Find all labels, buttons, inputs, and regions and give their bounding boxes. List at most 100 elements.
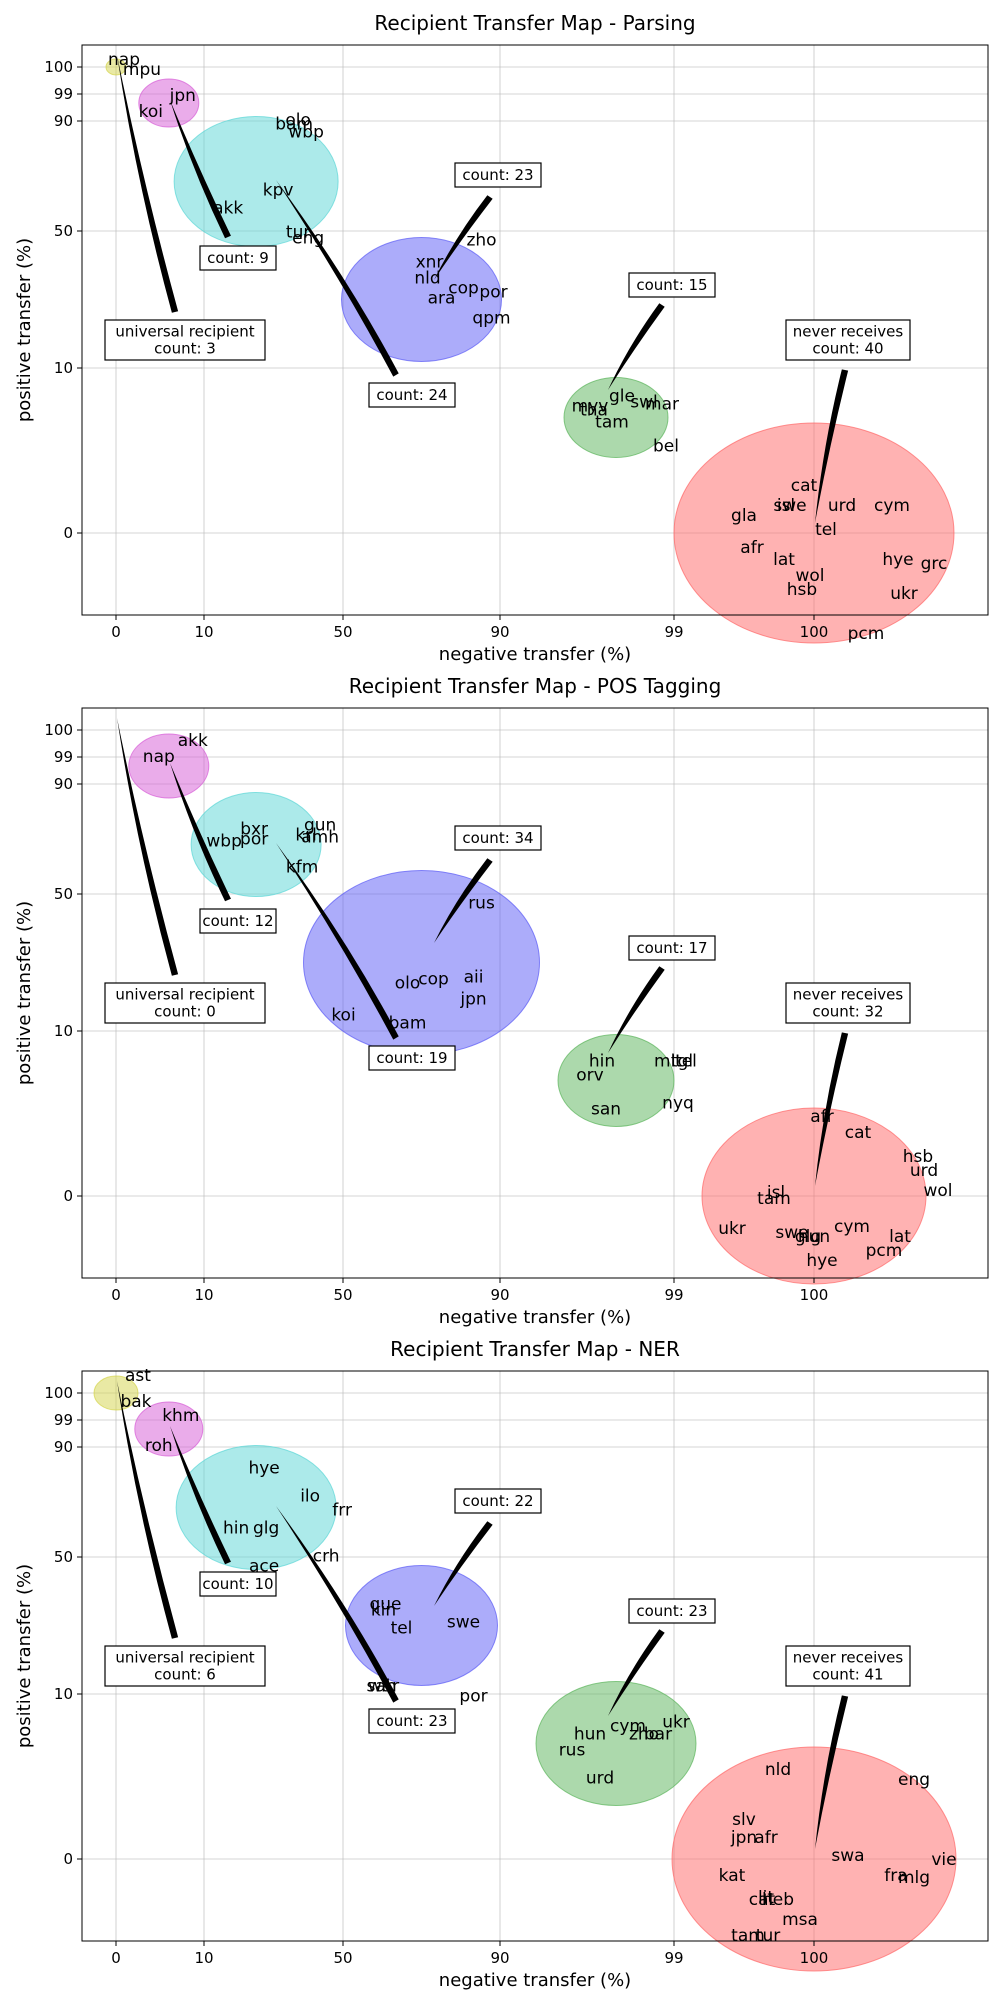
annotation-text: count: 24 [376,386,447,404]
language-label: roh [145,1436,173,1456]
language-label: cat [749,1890,776,1910]
x-tick-label-3: 90 [490,1949,509,1967]
language-label: cym [610,1717,646,1737]
cluster-ellipse-1 [134,1401,204,1457]
language-label: bam [275,115,313,135]
language-label: vie [931,1850,956,1870]
language-label: olo [395,974,421,994]
x-tick-label-2: 50 [333,1286,352,1304]
language-label: swl [630,393,657,413]
language-label: aii [464,968,484,988]
annotation-text: never receives [793,986,904,1004]
language-label: sah [366,1677,396,1697]
language-label: hsb [787,580,817,600]
annotation-box-5 [785,982,911,1024]
language-label: grc [921,554,948,574]
y-tick-label-3: 50 [54,1548,73,1566]
language-label: akk [178,731,208,751]
language-label: wbp [206,832,242,852]
x-tick-label-2: 50 [333,1949,352,1967]
annotation-box-5 [785,1645,911,1687]
language-labels: napmpukoijpnakkkpvturengolobamwbpxnrnlda… [108,50,947,644]
language-label: san [591,1100,621,1120]
y-tick-label-1: 99 [54,1411,73,1429]
language-label: jpn [459,990,486,1010]
language-label: xnr [416,253,444,273]
annotation-text: count: 23 [462,166,533,184]
language-label: khm [162,1406,199,1426]
language-label: eng [292,229,324,249]
y-tick-label-0: 100 [44,721,73,739]
language-label: hin [223,1519,249,1539]
annotation-text: count: 17 [636,939,707,957]
annotation-box-1 [199,245,277,271]
language-label: bar [644,1725,672,1745]
cluster-ellipse-5 [671,1746,957,1972]
annotation-box-1 [199,1571,277,1597]
annotation-arrow-1 [170,100,231,239]
annotation-box-0 [104,982,266,1024]
y-tick-label-4: 10 [54,1685,73,1703]
y-tick-label-4: 10 [54,359,73,377]
annotation-text: count: 40 [812,340,883,358]
language-label: cop [448,279,479,299]
chart-title: Recipient Transfer Map - Parsing [374,11,695,35]
x-axis-label: negative transfer (%) [439,1307,631,1328]
language-label: orv [576,1066,603,1086]
language-label: hsb [903,1147,933,1167]
annotation-arrow-4 [608,303,665,390]
language-label: wol [795,566,824,586]
cluster-ellipse-1 [138,78,200,128]
annotation-text: count: 6 [154,1666,216,1684]
annotation-arrow-1 [170,763,231,902]
cluster-ellipse-4 [563,377,669,458]
language-label: por [240,830,268,850]
annotation-text: count: 32 [812,1003,883,1021]
language-label: mlg [898,1868,930,1888]
clusters [93,1375,957,1972]
language-label: gun [304,816,336,836]
language-label: zho [629,1725,659,1745]
language-label: kin [371,1601,396,1621]
annotation-text: count: 10 [202,1575,273,1593]
y-tick-label-0: 100 [44,1384,73,1402]
annotation-arrow-1 [170,1426,231,1565]
language-label: swe [447,1613,480,1633]
language-label: isl [767,1183,785,1203]
y-tick-label-1: 99 [54,748,73,766]
annotation-text: never receives [793,323,904,341]
x-tick-label-0: 0 [111,623,121,641]
language-label: gle [609,387,635,407]
annotation-text: count: 34 [462,829,533,847]
annotation-text: count: 41 [812,1666,883,1684]
language-label: ilo [300,1487,320,1507]
language-label: tur [286,223,310,243]
x-tick-label-4: 99 [664,623,683,641]
language-label: heb [762,1890,794,1910]
x-tick-label-5: 100 [800,1286,829,1304]
language-label: kat [719,1866,746,1886]
annotation-text: count: 15 [636,276,707,294]
language-label: kpv [263,181,294,201]
language-label: hun [574,1725,606,1745]
annotation-arrow-4 [608,1629,665,1716]
annotation-box-4 [628,935,716,961]
language-label: cat [845,1123,872,1143]
annotation-text: count: 23 [636,1602,707,1620]
language-label: hye [882,550,913,570]
x-tick-label-5: 100 [800,623,829,641]
language-label: bam [389,1014,427,1034]
language-label: urd [828,496,856,516]
language-label: por [459,1687,487,1707]
language-label: cym [874,496,910,516]
annotation-box-4 [628,272,716,298]
annotation-box-0 [104,319,266,361]
language-label: kfm [286,858,318,878]
language-label: mpu [123,60,161,80]
cluster-ellipse-3 [557,1034,675,1127]
annotation-box-0 [104,1645,266,1687]
language-label: zho [466,231,496,251]
